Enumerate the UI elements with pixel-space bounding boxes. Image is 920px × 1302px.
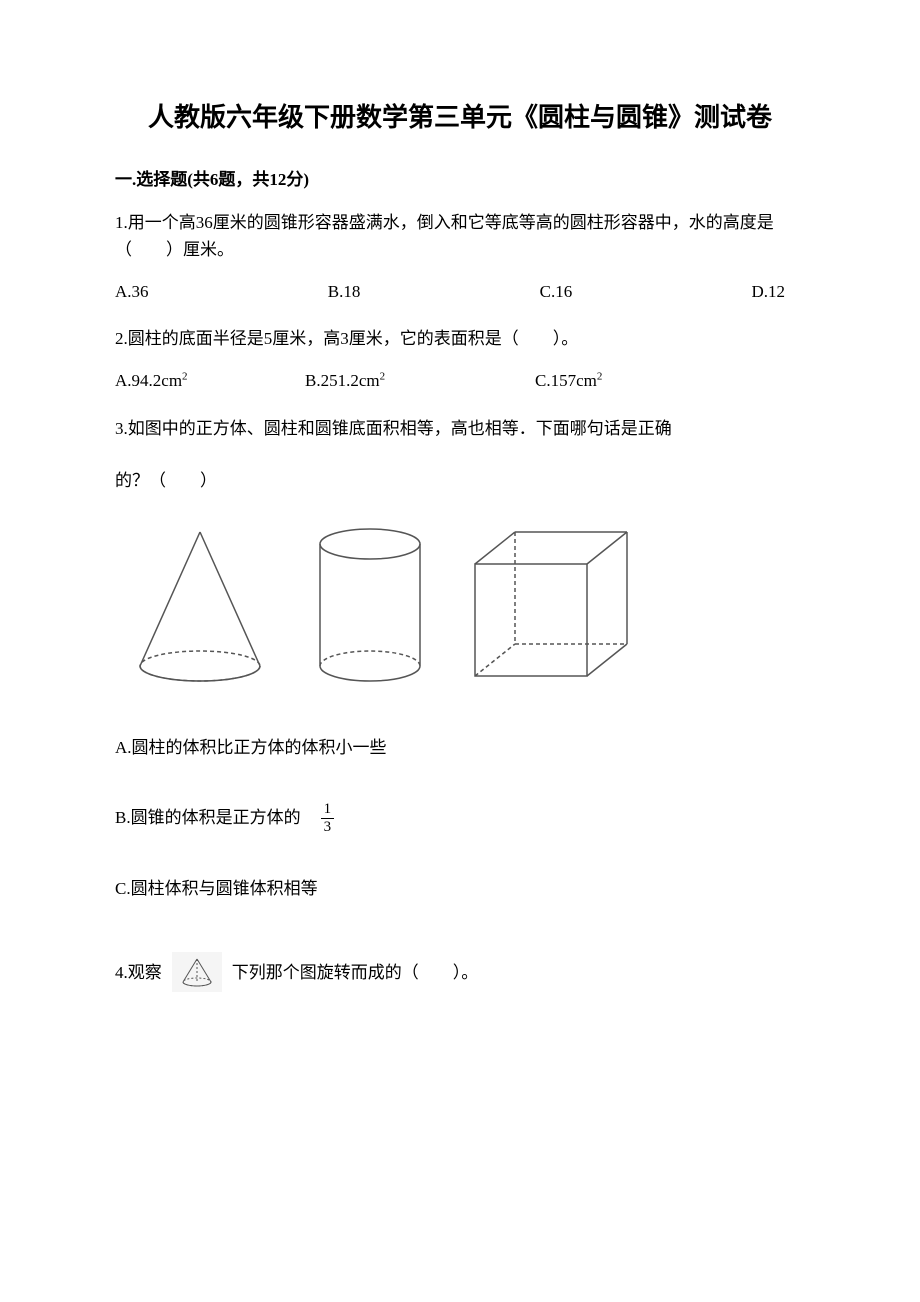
q1-option-c: C.16 — [540, 278, 573, 305]
q1-option-a: A.36 — [115, 278, 149, 305]
q1-options: A.36 B.18 C.16 D.12 — [115, 278, 805, 305]
q3-option-a: A.圆柱的体积比正方体的体积小一些 — [115, 734, 805, 761]
question-3: 3.如图中的正方体、圆柱和圆锥底面积相等，高也相等．下面哪句话是正确 的？（ ） — [115, 415, 805, 903]
q1-text: 1.用一个高36厘米的圆锥形容器盛满水，倒入和它等底等高的圆柱形容器中，水的高度… — [115, 209, 805, 263]
q4-pre-text: 4.观察 — [115, 959, 162, 986]
q3-text-line2: 的？（ ） — [115, 467, 805, 494]
q3-option-b: B.圆锥的体积是正方体的 1 3 — [115, 801, 805, 835]
question-1: 1.用一个高36厘米的圆锥形容器盛满水，倒入和它等底等高的圆柱形容器中，水的高度… — [115, 209, 805, 306]
cube-figure — [465, 524, 635, 684]
q2-options: A.94.2cm2 B.251.2cm2 C.157cm2 — [115, 367, 805, 394]
q3-text-line1: 3.如图中的正方体、圆柱和圆锥底面积相等，高也相等．下面哪句话是正确 — [115, 415, 805, 442]
fraction-one-third: 1 3 — [321, 801, 335, 835]
q1-option-d: D.12 — [751, 278, 785, 305]
page-title: 人教版六年级下册数学第三单元《圆柱与圆锥》测试卷 — [115, 100, 805, 136]
q1-option-b: B.18 — [328, 278, 361, 305]
question-2: 2.圆柱的底面半径是5厘米，高3厘米，它的表面积是（ ）。 A.94.2cm2 … — [115, 325, 805, 394]
section-header: 一.选择题(共6题，共12分) — [115, 166, 805, 193]
q2-option-c: C.157cm2 — [535, 367, 602, 394]
q2-option-a: A.94.2cm2 — [115, 367, 305, 394]
question-4: 4.观察 下列那个图旋转而成的（ ）。 — [115, 952, 805, 992]
q2-text: 2.圆柱的底面半径是5厘米，高3厘米，它的表面积是（ ）。 — [115, 325, 805, 352]
small-cone-icon — [172, 952, 222, 992]
cylinder-figure — [310, 524, 430, 684]
q3-figures — [125, 524, 805, 684]
q4-post-text: 下列那个图旋转而成的（ ）。 — [232, 959, 479, 986]
q3-option-c: C.圆柱体积与圆锥体积相等 — [115, 875, 805, 902]
cone-figure — [125, 524, 275, 684]
q2-option-b: B.251.2cm2 — [305, 367, 535, 394]
